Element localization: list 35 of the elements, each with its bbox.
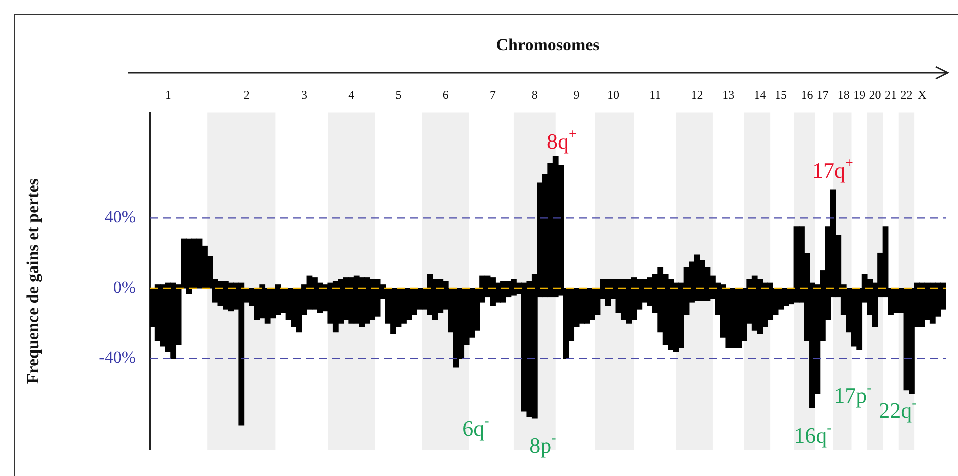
x-tick-label: 1 — [165, 88, 172, 102]
annotation: 17q+ — [812, 156, 854, 183]
y-tick-label: -40% — [99, 348, 136, 368]
x-tick-label: 2 — [244, 88, 250, 102]
x-tick-label: 9 — [574, 88, 580, 102]
annotation: 17p- — [834, 382, 872, 408]
x-tick-label: 16 — [801, 88, 814, 102]
x-tick-label: 7 — [490, 88, 496, 102]
x-tick-label: 8 — [532, 88, 538, 102]
annotation: 16q- — [794, 422, 832, 448]
x-axis-title: Chromosomes — [496, 36, 600, 55]
annotation: 8p- — [530, 432, 557, 458]
x-tick-label: 5 — [396, 88, 402, 102]
x-tick-label: 11 — [650, 88, 662, 102]
annotation: 22q- — [879, 396, 918, 423]
x-tick-label: 21 — [885, 88, 898, 102]
x-tick-label: 4 — [348, 88, 355, 102]
x-tick-label: 10 — [607, 88, 620, 102]
x-tick-label: 12 — [691, 88, 704, 102]
x-tick-label: 20 — [869, 88, 882, 102]
x-tick-label: 6 — [442, 88, 449, 102]
x-tick-label: 19 — [854, 88, 866, 102]
x-tick-label: 3 — [301, 88, 308, 102]
y-tick-label: 40% — [104, 208, 136, 227]
y-axis-title: Frequence de gains et pertes — [24, 178, 43, 384]
annotation: 8q+ — [547, 128, 578, 154]
x-tick-label: 13 — [722, 88, 735, 102]
y-tick-label: 0% — [113, 278, 136, 297]
x-tick-label: 17 — [816, 88, 829, 102]
x-tick-label: 15 — [775, 88, 788, 102]
x-tick-label: 18 — [838, 88, 850, 102]
x-tick-label: X — [918, 88, 928, 102]
annotation: 6q- — [462, 414, 490, 441]
x-tick-label: 22 — [900, 88, 913, 102]
x-tick-label: 14 — [754, 88, 766, 102]
